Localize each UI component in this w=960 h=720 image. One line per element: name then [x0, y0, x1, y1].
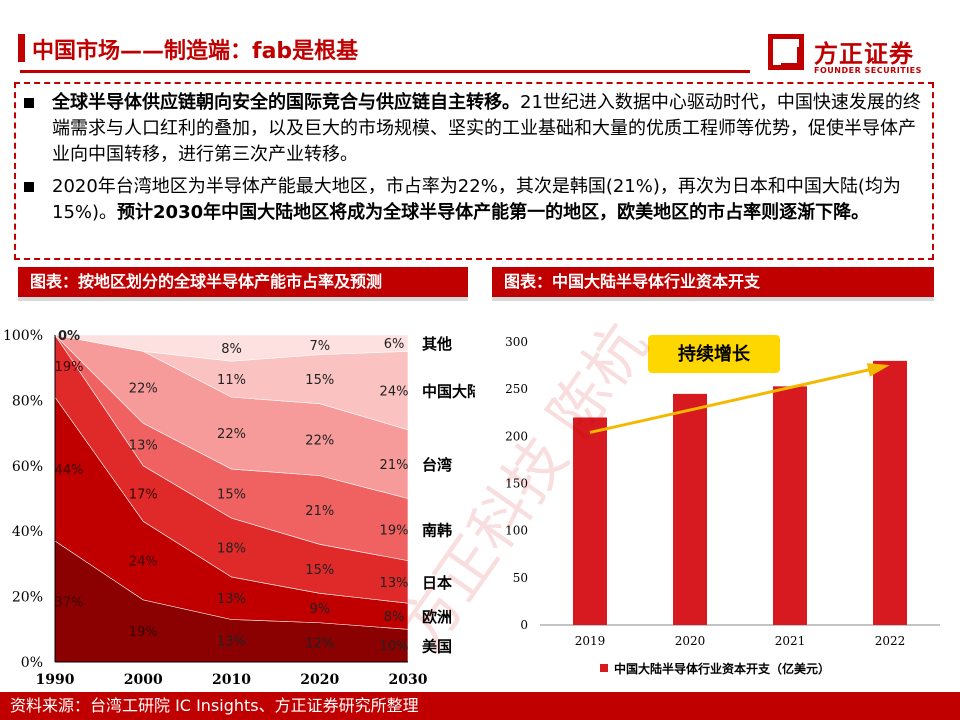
y-tick-label: 150	[505, 477, 528, 491]
y-tick-label: 200	[505, 429, 528, 443]
area-data-label: 37%	[55, 596, 84, 611]
x-tick-label: 2000	[124, 672, 163, 688]
y-tick-label: 250	[505, 382, 528, 396]
bullet-2: 2020年台湾地区为半导体产能最大地区，市占率为22%，其次是韩国(21%)，再…	[24, 174, 922, 226]
legend-swatch	[600, 664, 608, 672]
series-name-label: 其他	[422, 335, 452, 353]
bullet-1-rest: 21世纪进入数据中心驱动时代，中国快速发展的终端需求与人口红利的叠加，以及巨大的…	[52, 92, 921, 165]
x-tick-label: 2020	[675, 634, 706, 648]
capex-bar	[773, 386, 807, 625]
area-data-label: 8%	[384, 610, 405, 625]
area-data-label: 11%	[217, 373, 246, 388]
series-name-label: 中国大陆	[422, 383, 475, 401]
bullet-1: 全球半导体供应链朝向安全的国际竞合与供应链自主转移。21世纪进入数据中心驱动时代…	[24, 90, 922, 168]
legend-label: 中国大陆半导体行业资本开支（亿美元）	[614, 661, 830, 676]
area-data-label: 13%	[380, 576, 409, 591]
series-name-label: 日本	[422, 574, 452, 592]
area-data-label: 21%	[305, 504, 334, 519]
y-tick-label: 20%	[12, 590, 43, 606]
area-data-label: 22%	[129, 381, 158, 396]
area-data-label: 6%	[384, 337, 405, 352]
y-tick-label: 0%	[21, 655, 43, 671]
x-tick-label: 2021	[775, 634, 806, 648]
area-data-label: 19%	[129, 625, 158, 640]
trend-arrow-head-icon	[866, 363, 890, 377]
source-footer: 资料来源：台湾工研院 IC Insights、方正证券研究所整理	[0, 692, 960, 720]
x-tick-label: 2020	[300, 672, 339, 688]
area-data-label: 12%	[305, 636, 334, 651]
founder-securities-logo: 方正证券 FOUNDER SECURITIES	[768, 34, 943, 78]
callout-text: 持续增长	[678, 343, 751, 365]
y-tick-label: 80%	[12, 393, 43, 409]
trend-arrow	[589, 365, 883, 434]
capacity-share-area-chart: 0% 20% 40% 60% 80% 100% 1990 2000 2010 2020 2030 37…	[3, 328, 475, 688]
logo-cn-text: 方正证券	[814, 40, 914, 68]
y-tick-label: 0	[520, 618, 528, 632]
area-其他	[54, 334, 409, 362]
series-name-label: 欧洲	[422, 608, 452, 626]
bullet-2-bold: 预计2030年中国大陆地区将成为全球半导体产能第一的地区，欧美地区的市占率则逐渐…	[117, 202, 870, 223]
series-name-label: 台湾	[422, 456, 452, 474]
y-tick-label: 100	[505, 524, 528, 538]
area-data-label: 8%	[221, 342, 242, 357]
area-data-label: 17%	[129, 488, 158, 503]
bullet-square-icon	[24, 182, 34, 192]
capex-bar	[673, 393, 707, 625]
bullet-2-normal: 2020年台湾地区为半导体产能最大地区，市占率为22%，其次是韩国(21%)，再…	[52, 176, 901, 223]
area-data-label: 10%	[380, 640, 409, 655]
x-tick-label: 2022	[875, 634, 906, 648]
callout-box	[648, 335, 780, 373]
y-tick-label: 100%	[3, 328, 43, 344]
right-chart-title: 图表：中国大陆半导体行业资本开支	[492, 267, 934, 301]
area-data-label: 18%	[217, 542, 246, 557]
bullet-square-icon	[24, 98, 34, 108]
area-data-label: 0%	[58, 329, 80, 344]
area-data-label: 7%	[309, 339, 330, 354]
area-data-label: 13%	[217, 635, 246, 650]
area-data-label: 13%	[217, 592, 246, 607]
capex-bar	[573, 417, 607, 625]
page-title: 中国市场——制造端：fab是根基	[32, 39, 359, 64]
series-name-label: 美国	[422, 638, 452, 656]
x-tick-label: 2010	[212, 672, 251, 688]
area-data-label: 9%	[309, 602, 330, 617]
area-data-label: 24%	[380, 385, 409, 400]
area-data-label: 15%	[305, 373, 334, 388]
capex-bar	[873, 360, 907, 625]
area-data-label: 15%	[217, 488, 246, 503]
y-tick-label: 60%	[12, 459, 43, 475]
area-data-label: 24%	[129, 555, 158, 570]
x-tick-label: 2030	[389, 672, 428, 688]
area-data-label: 15%	[305, 563, 334, 578]
x-tick-label: 2019	[575, 634, 606, 648]
series-name-label: 南韩	[422, 522, 452, 540]
area-data-label: 13%	[129, 439, 158, 454]
y-tick-label: 50	[513, 571, 528, 585]
title-underline	[20, 70, 750, 73]
area-data-label: 22%	[217, 427, 246, 442]
area-data-label: 21%	[380, 458, 409, 473]
area-data-label: 19%	[55, 360, 84, 375]
capex-bar-chart: 0 50 100 150 200 250 300 2019 2020 2021 2022 中国大陆半导…	[505, 335, 940, 676]
summary-box: 全球半导体供应链朝向安全的国际竞合与供应链自主转移。21世纪进入数据中心驱动时代…	[14, 82, 934, 260]
left-chart-title: 图表：按地区划分的全球半导体产能市占率及预测	[18, 267, 468, 301]
x-tick-label: 1990	[36, 672, 75, 688]
y-tick-label: 300	[505, 335, 528, 349]
title-accent-bar	[18, 34, 25, 62]
area-data-label: 19%	[380, 524, 409, 539]
logo-mark-icon	[768, 34, 804, 70]
y-tick-label: 40%	[12, 524, 43, 540]
area-data-label: 22%	[305, 434, 334, 449]
bullet-1-bold: 全球半导体供应链朝向安全的国际竞合与供应链自主转移。	[52, 92, 520, 113]
logo-en-text: FOUNDER SECURITIES	[814, 66, 922, 75]
area-data-label: 44%	[55, 463, 84, 478]
